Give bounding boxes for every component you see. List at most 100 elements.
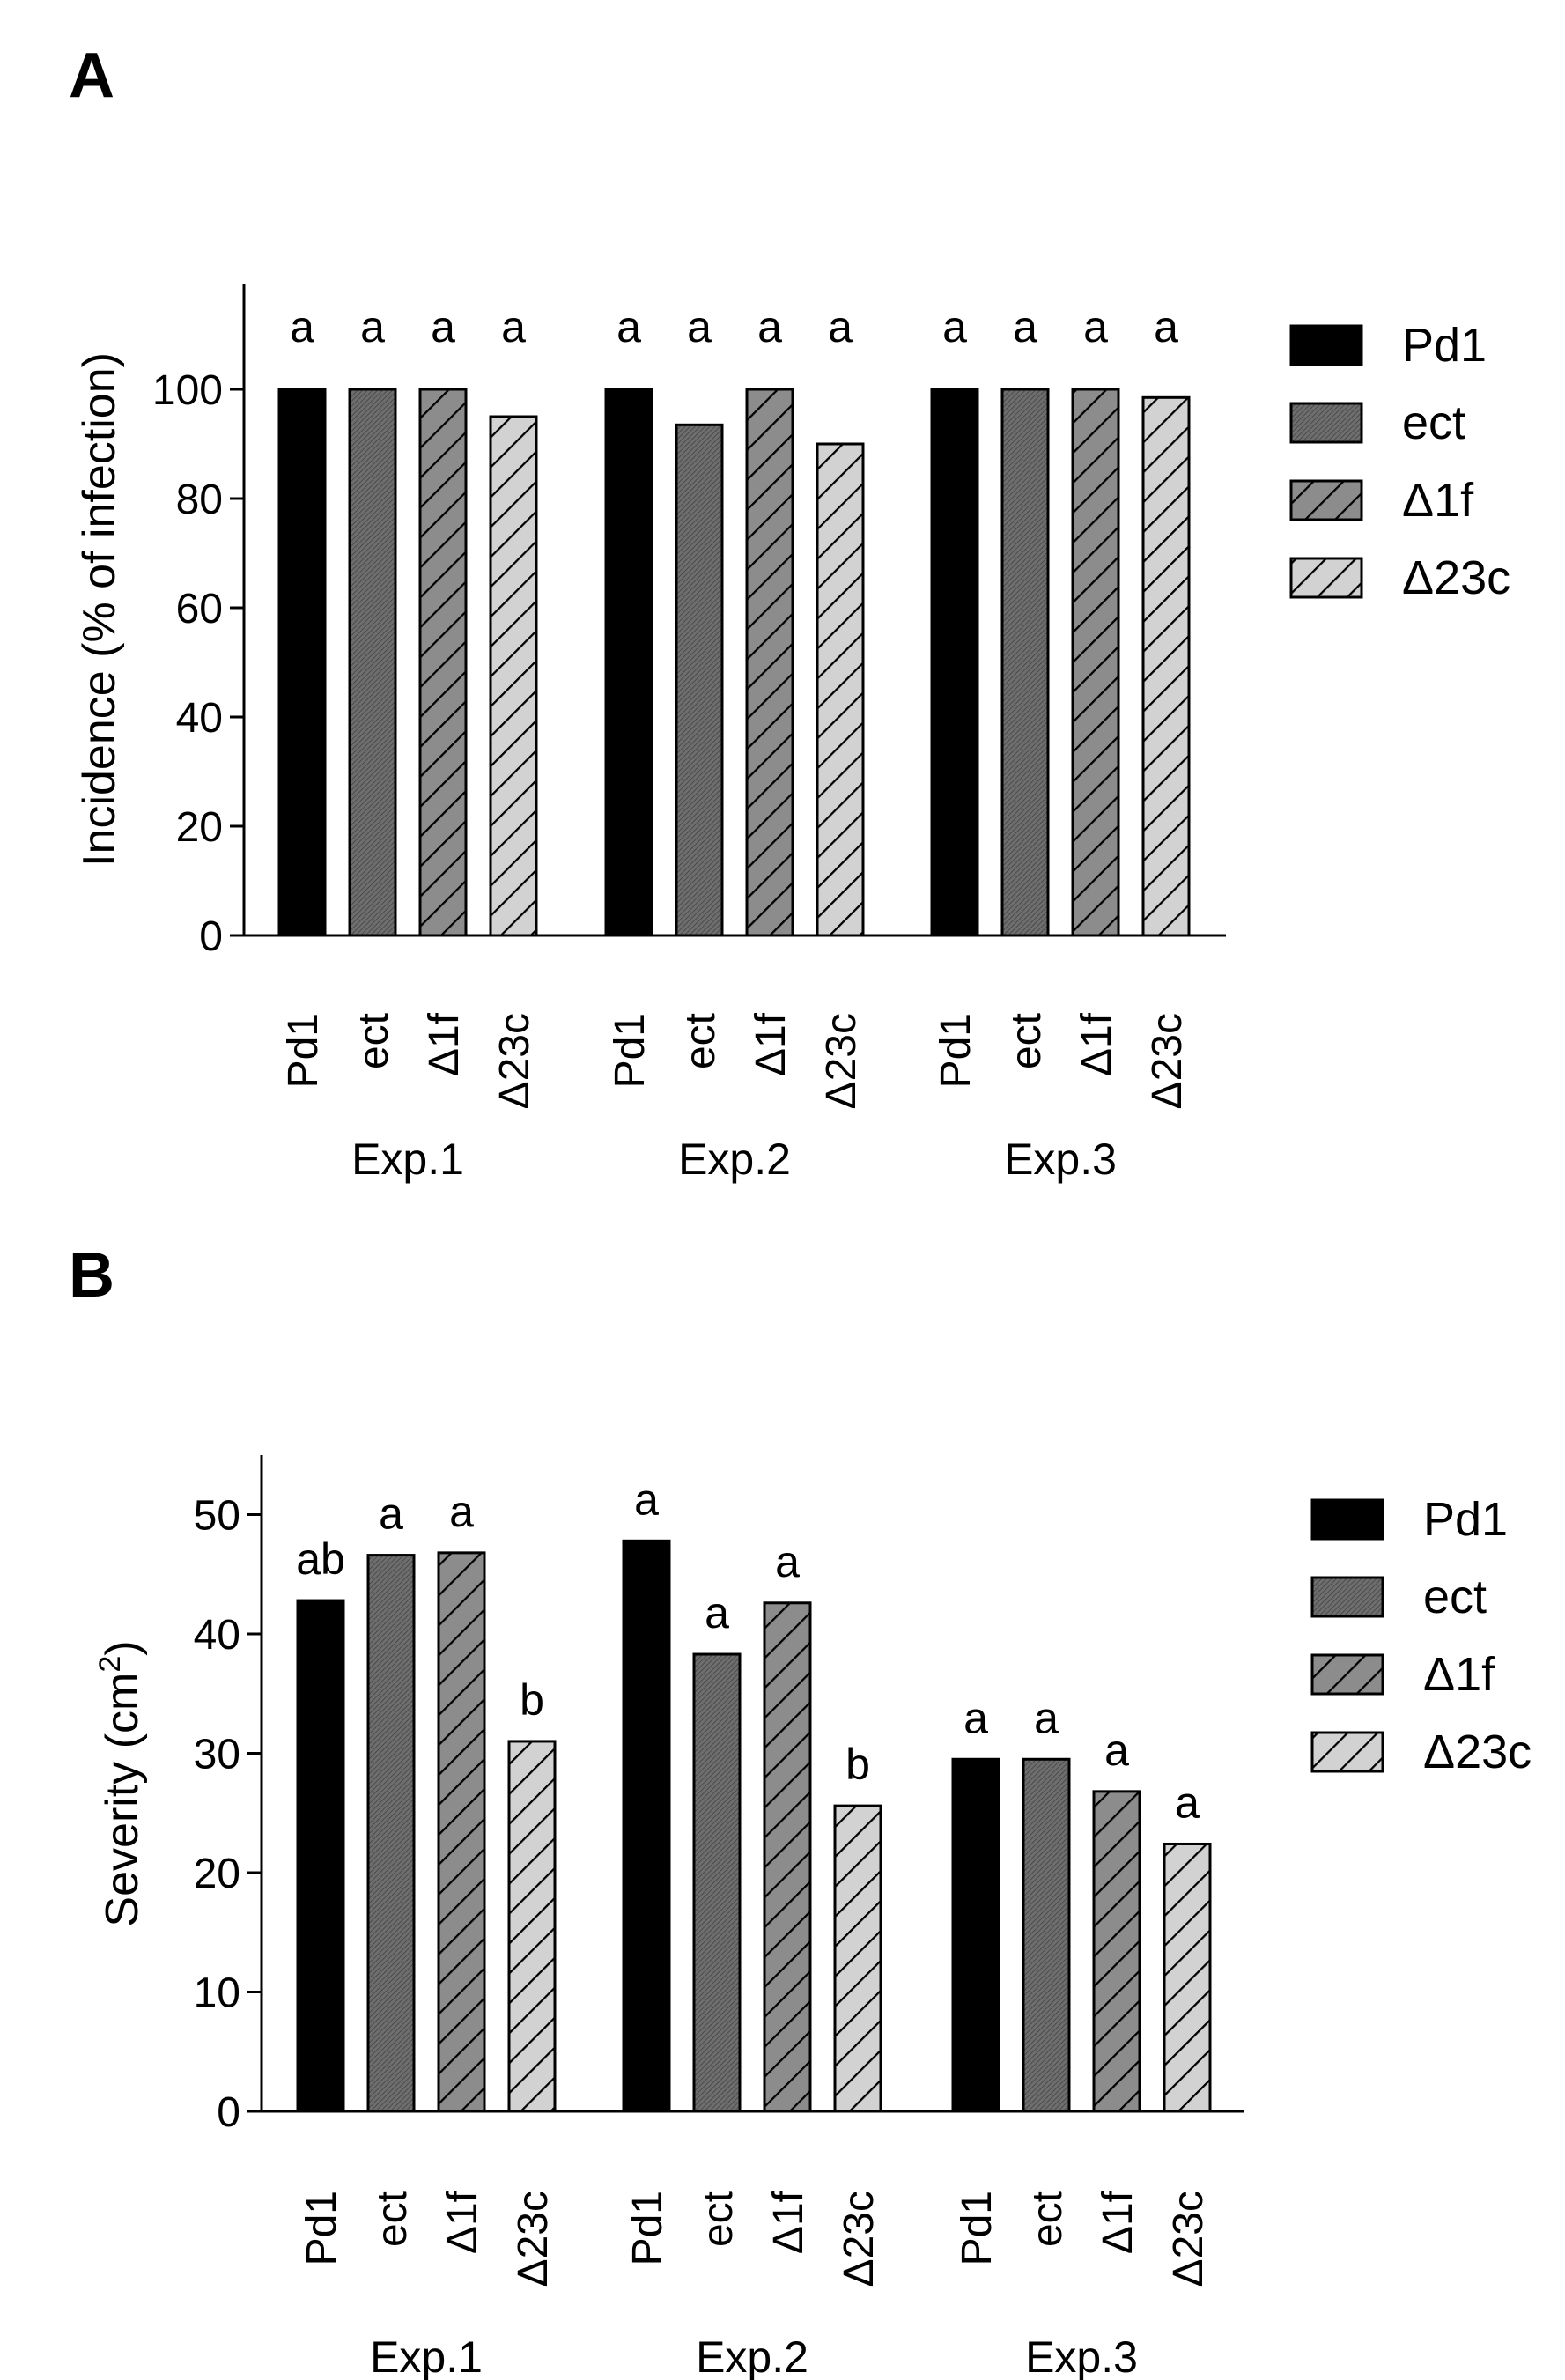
y-axis-title: Incidence (% of infection) <box>74 352 125 867</box>
legend-label: Pd1 <box>1402 319 1487 372</box>
group-label: Exp.2 <box>678 1135 791 1184</box>
significance-letter: a <box>634 1475 659 1524</box>
significance-letter: ab <box>296 1534 345 1584</box>
significance-letter: a <box>431 302 455 351</box>
bar-ect-exp-1 <box>348 388 397 937</box>
bar-d1f-exp-3 <box>1071 388 1120 937</box>
bar-d1f-exp-1 <box>437 1551 486 2113</box>
y-tick-label: 10 <box>194 1970 240 2017</box>
group-label: Exp.3 <box>1004 1135 1117 1184</box>
x-tick-label: Δ23c <box>818 1013 865 1109</box>
significance-letter: a <box>616 302 641 351</box>
y-tick-label: 50 <box>194 1493 240 1540</box>
significance-letter: a <box>828 302 853 351</box>
significance-letter: a <box>1034 1693 1059 1742</box>
y-tick-label: 40 <box>194 1612 240 1659</box>
y-tick-label: 20 <box>176 804 223 851</box>
bar-ect-exp-3 <box>1000 388 1050 937</box>
significance-letter: a <box>360 302 385 351</box>
bar-ect-exp-1 <box>366 1554 416 2113</box>
significance-letter: a <box>1013 302 1037 351</box>
legend-label: Δ1f <box>1423 1648 1495 1701</box>
legend-swatch-d1f <box>1310 1653 1384 1696</box>
x-tick-label: Pd1 <box>954 2191 1000 2265</box>
y-tick-label: 40 <box>176 695 223 742</box>
x-tick-label: Δ1f <box>748 1012 794 1076</box>
bar-d23c-exp-1 <box>489 415 538 937</box>
legend-label: Δ23c <box>1402 551 1510 604</box>
y-tick-label: 60 <box>176 586 223 632</box>
bar-pd1-exp-3 <box>951 1757 1000 2113</box>
significance-letter: a <box>1154 302 1178 351</box>
x-tick-label: ect <box>369 2191 416 2247</box>
legend-swatch-ect <box>1289 402 1363 444</box>
x-tick-label: Δ1f <box>421 1012 468 1076</box>
significance-letter: b <box>520 1675 544 1725</box>
significance-letter: a <box>942 302 967 351</box>
y-tick-label: 20 <box>194 1851 240 1897</box>
x-tick-label: Δ1f <box>765 2190 812 2254</box>
legend-swatch-ect <box>1310 1576 1384 1618</box>
bar-d1f-exp-3 <box>1092 1790 1141 2113</box>
x-tick-label: ect <box>1003 1013 1050 1069</box>
legend-label: ect <box>1402 396 1465 449</box>
significance-letter: a <box>1104 1726 1129 1775</box>
x-tick-label: Pd1 <box>299 2191 345 2265</box>
y-tick-label: 30 <box>194 1732 240 1778</box>
y-axis-title-close: ) <box>97 1640 148 1655</box>
x-tick-label: Δ1f <box>439 2190 486 2254</box>
legend-swatch-d23c <box>1289 557 1363 599</box>
significance-letter: a <box>501 302 526 351</box>
legend-swatch-d1f <box>1289 479 1363 521</box>
significance-letter: a <box>963 1693 988 1742</box>
y-axis-title-text: Severity (cm <box>97 1673 148 1927</box>
y-axis-title: Severity (cm2) <box>93 1640 148 1926</box>
x-tick-label: Δ23c <box>510 2191 557 2287</box>
group-label: Exp.3 <box>1025 2332 1138 2380</box>
significance-letter: a <box>757 302 782 351</box>
x-tick-label: Δ23c <box>491 1013 538 1109</box>
legend-label: ect <box>1423 1571 1487 1623</box>
bar-d23c-exp-3 <box>1141 395 1191 937</box>
legend-label: Δ1f <box>1402 474 1474 527</box>
bar-pd1-exp-2 <box>622 1539 671 2113</box>
bar-d23c-exp-2 <box>816 442 865 937</box>
bar-d1f-exp-2 <box>745 388 794 937</box>
legend-label: Pd1 <box>1423 1493 1508 1546</box>
x-tick-label: Δ23c <box>1165 2191 1212 2287</box>
bar-pd1-exp-1 <box>277 388 327 937</box>
x-tick-label: ect <box>351 1013 397 1069</box>
bar-pd1-exp-2 <box>604 388 653 937</box>
group-label: Exp.1 <box>351 1135 464 1184</box>
significance-letter: a <box>687 302 712 351</box>
significance-letter: b <box>845 1740 870 1789</box>
significance-letter: a <box>449 1487 474 1536</box>
bar-ect-exp-2 <box>675 423 724 937</box>
x-tick-label: ect <box>695 2191 742 2247</box>
y-tick-label: 80 <box>176 477 223 523</box>
legend-label: Δ23c <box>1423 1726 1532 1778</box>
x-tick-label: Pd1 <box>607 1013 653 1088</box>
bar-pd1-exp-1 <box>296 1599 345 2113</box>
x-tick-label: Δ23c <box>1144 1013 1191 1109</box>
significance-letter: a <box>775 1537 800 1586</box>
bar-d1f-exp-1 <box>418 388 468 937</box>
chart-incidence: 0 20 40 60 80 100 Incidence (% of infection) a P… <box>74 284 1510 1184</box>
significance-letter: a <box>1083 302 1108 351</box>
bar-d1f-exp-2 <box>763 1601 812 2113</box>
x-tick-label: Δ1f <box>1074 1012 1120 1076</box>
x-tick-label: Pd1 <box>280 1013 327 1088</box>
significance-letter: a <box>1175 1778 1200 1827</box>
panel-a-label: A <box>69 41 114 111</box>
y-tick-label: 0 <box>217 2089 240 2136</box>
significance-letter: a <box>705 1588 729 1637</box>
panel-b-label: B <box>69 1240 114 1311</box>
significance-letter: a <box>290 302 314 351</box>
y-tick-label: 0 <box>199 913 223 960</box>
significance-letter: a <box>379 1489 403 1539</box>
bar-ect-exp-3 <box>1022 1757 1071 2113</box>
x-tick-label: Pd1 <box>933 1013 979 1088</box>
bar-d23c-exp-2 <box>833 1804 882 2113</box>
